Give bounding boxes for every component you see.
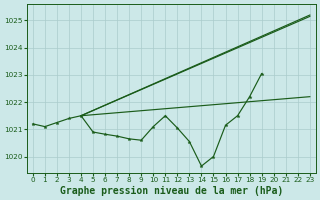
X-axis label: Graphe pression niveau de la mer (hPa): Graphe pression niveau de la mer (hPa) <box>60 186 283 196</box>
